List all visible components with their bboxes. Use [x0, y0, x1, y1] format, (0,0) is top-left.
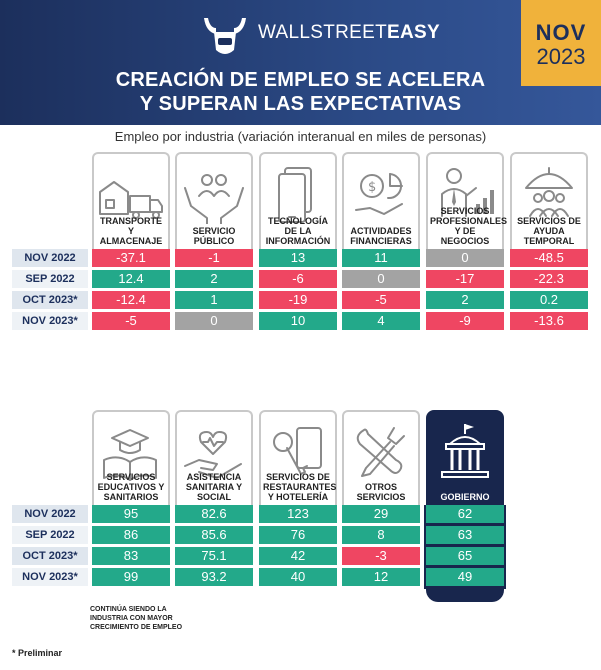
- industry-label: Transporte y almacenaje: [99, 216, 163, 246]
- money-chart-icon: $: [344, 162, 418, 222]
- date-year: 2023: [536, 44, 586, 69]
- industry-card-transporte-y-almacenaje: Transporte y almacenaje: [92, 152, 170, 250]
- row-label: OCT 2023*: [12, 547, 88, 565]
- value-cell: 0.2: [510, 291, 588, 309]
- value-cell: 4: [342, 312, 420, 330]
- header-banner: WALLSTREETEASY CREACIÓN DE EMPLEO SE ACE…: [0, 0, 601, 125]
- people-hands-icon: [177, 162, 251, 225]
- industry-card-otros-servicios: Otros servicios: [342, 410, 420, 506]
- value-cell: -22.3: [510, 270, 588, 288]
- industry-label: Tecnología de la información: [265, 216, 331, 246]
- industry-label: Gobierno: [440, 492, 490, 502]
- value-cell: 86: [92, 526, 170, 544]
- value-cell: -48.5: [510, 249, 588, 267]
- value-cell: 65: [426, 547, 504, 565]
- value-cell: -5: [342, 291, 420, 309]
- value-cell: -19: [259, 291, 337, 309]
- bull-logo-icon: [204, 18, 246, 54]
- industry-card-servicios-de-restaurantes-y-hoteleria: Servicios de restaurantes y hotelería: [259, 410, 337, 506]
- value-cell: 99: [92, 568, 170, 586]
- title-line-1: CREACIÓN DE EMPLEO SE ACELERA: [115, 69, 486, 91]
- value-cell: 0: [175, 312, 253, 330]
- industry-label: Servicios educativos y sanitarios: [97, 472, 165, 502]
- industry-label: Otros servicios: [356, 482, 406, 502]
- industry-card-tecnologia-de-la-informacion: Tecnología de la información: [259, 152, 337, 250]
- graduation-book-icon: [94, 420, 168, 481]
- umbrella-people-icon: [512, 162, 586, 222]
- value-cell: 13: [259, 249, 337, 267]
- industry-label: Servicios de restaurantes y hotelería: [263, 472, 337, 502]
- value-cell: 123: [259, 505, 337, 523]
- value-cell: 93.2: [175, 568, 253, 586]
- value-cell: 62: [426, 505, 504, 523]
- government-building-icon: [428, 420, 502, 480]
- value-cell: -12.4: [92, 291, 170, 309]
- value-cell: -6: [259, 270, 337, 288]
- title-line-2: Y SUPERAN LAS EXPECTATIVAS: [139, 93, 462, 115]
- industry-label: Asistencia sanitaria y social: [185, 472, 243, 502]
- value-cell: 85.6: [175, 526, 253, 544]
- industry-card-actividades-financieras: $ Actividades financieras: [342, 152, 420, 250]
- value-cell: 63: [426, 526, 504, 544]
- industry-card-servicios-de-ayuda-temporal: Servicios de ayuda temporal: [510, 152, 588, 250]
- brand-name: WALLSTREETEASY: [258, 22, 440, 43]
- industry-card-servicios-profesionales-y-de-negocios: Servicios profesionales y de negocios: [426, 152, 508, 250]
- truck-warehouse-icon: [94, 162, 168, 222]
- value-cell: -13.6: [510, 312, 588, 330]
- value-cell: 0: [342, 270, 420, 288]
- row-label: NOV 2022: [12, 505, 88, 523]
- date-month: NOV: [535, 20, 587, 45]
- value-cell: 8: [342, 526, 420, 544]
- row-label: NOV 2022: [12, 249, 88, 267]
- row-label: SEP 2022: [12, 270, 88, 288]
- key-card-icon: [261, 420, 335, 480]
- value-cell: 42: [259, 547, 337, 565]
- value-cell: 2: [426, 291, 504, 309]
- page-title: CREACIÓN DE EMPLEO SE ACELERA Y SUPERAN …: [0, 68, 601, 116]
- industry-card-servicios-educativos-y-sanitarios: Servicios educativos y sanitarios: [92, 410, 170, 506]
- value-cell: 82.6: [175, 505, 253, 523]
- value-cell: 76: [259, 526, 337, 544]
- government-card-footer: [426, 586, 504, 602]
- heart-hand-icon: [177, 420, 251, 480]
- businessman-icon: [428, 162, 502, 222]
- date-badge: NOV 2023: [521, 0, 601, 86]
- value-cell: 2: [175, 270, 253, 288]
- industry-label: Servicios de ayuda temporal: [517, 216, 581, 246]
- industry-card-asistencia-sanitaria-y-social: Asistencia sanitaria y social: [175, 410, 253, 506]
- value-cell: 0: [426, 249, 504, 267]
- value-cell: -5: [92, 312, 170, 330]
- value-cell: 83: [92, 547, 170, 565]
- value-cell: 11: [342, 249, 420, 267]
- value-cell: -17: [426, 270, 504, 288]
- row-label: NOV 2023*: [12, 312, 88, 330]
- industry-card-gobierno: Gobierno: [426, 410, 504, 506]
- value-cell: 95: [92, 505, 170, 523]
- industry-label: Actividades financieras: [350, 226, 412, 246]
- chart-subtitle: Empleo por industria (variación interanu…: [114, 129, 487, 144]
- industry-card-servicio-publico: Servicio público: [175, 152, 253, 250]
- value-cell: 12.4: [92, 270, 170, 288]
- row-label: SEP 2022: [12, 526, 88, 544]
- svg-text:$: $: [368, 180, 376, 195]
- value-cell: 40: [259, 568, 337, 586]
- row-label: NOV 2023*: [12, 568, 88, 586]
- value-cell: 10: [259, 312, 337, 330]
- devices-icon: [261, 162, 335, 223]
- row-label: OCT 2023*: [12, 291, 88, 309]
- industry-label: Servicios profesionales y de negocios: [430, 206, 508, 246]
- value-cell: 75.1: [175, 547, 253, 565]
- value-cell: 12: [342, 568, 420, 586]
- highlight-note: Continúa siendo la industria con mayor c…: [90, 606, 183, 631]
- value-cell: -9: [426, 312, 504, 330]
- value-cell: -1: [175, 249, 253, 267]
- value-cell: 1: [175, 291, 253, 309]
- value-cell: 29: [342, 505, 420, 523]
- value-cell: -37.1: [92, 249, 170, 267]
- footnote: * Preliminar: [12, 648, 63, 658]
- value-cell: 49: [426, 568, 504, 586]
- value-cell: -3: [342, 547, 420, 565]
- tools-icon: [344, 420, 418, 480]
- industry-label: Servicio público: [192, 226, 236, 246]
